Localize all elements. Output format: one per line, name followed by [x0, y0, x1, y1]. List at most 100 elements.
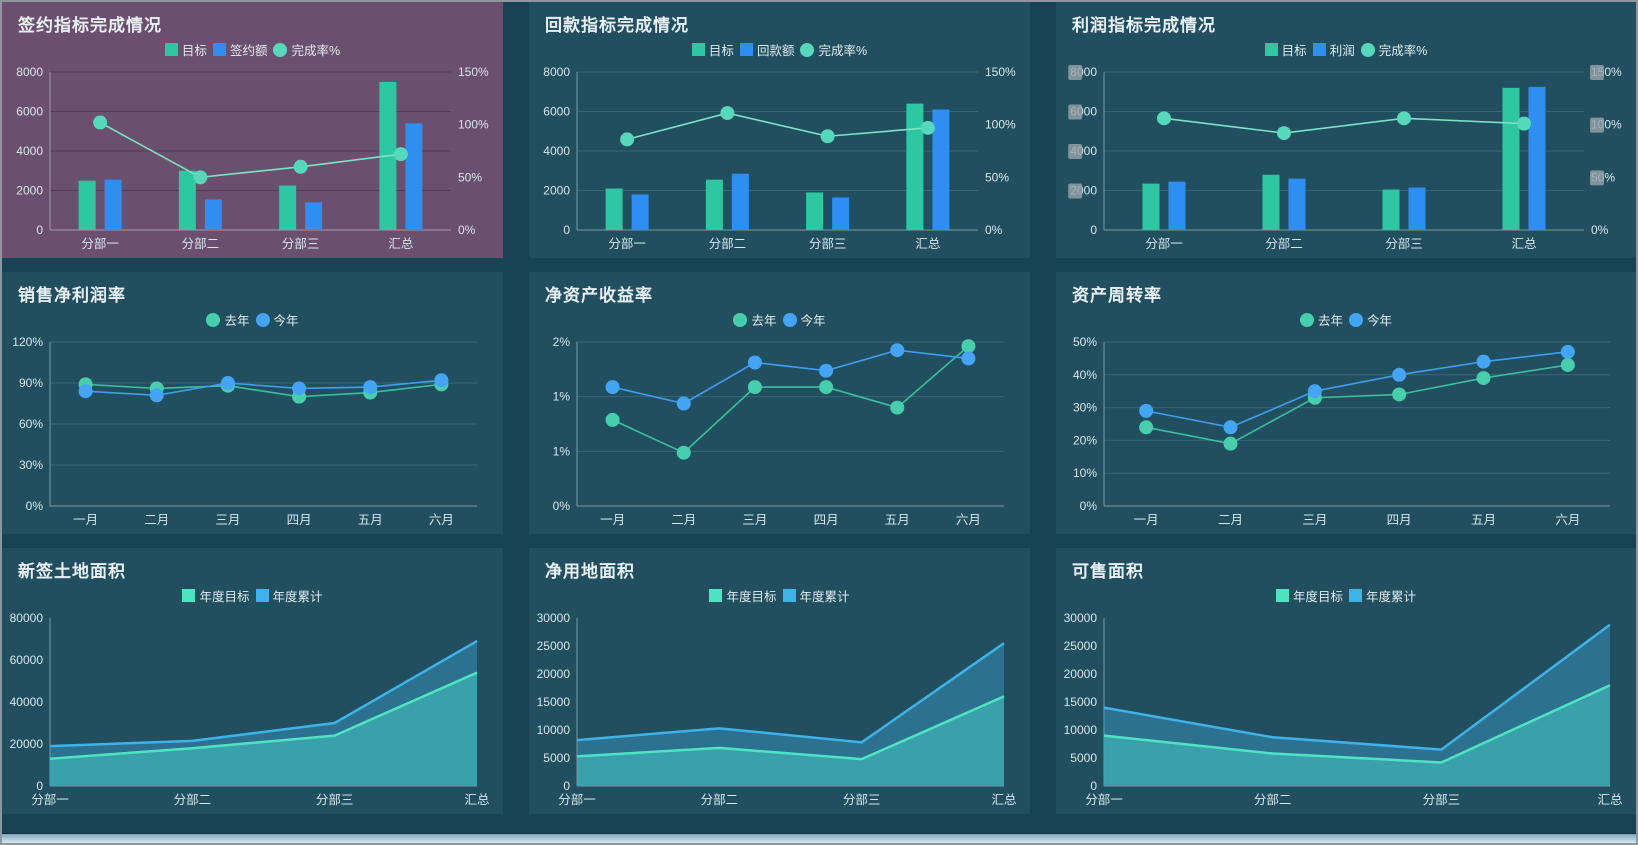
- svg-text:10000: 10000: [1064, 723, 1098, 737]
- legend-label: 目标: [1281, 44, 1307, 58]
- svg-text:一月: 一月: [1134, 513, 1159, 527]
- svg-text:1%: 1%: [553, 444, 571, 458]
- svg-text:0%: 0%: [553, 499, 571, 513]
- legend-item-去年[interactable]: 去年: [1299, 310, 1343, 329]
- bottom-gap: [2, 814, 1636, 833]
- legend-label: 今年: [800, 314, 826, 328]
- svg-text:6000: 6000: [543, 105, 570, 119]
- square-swatch-icon: [691, 43, 705, 56]
- svg-text:二月: 二月: [671, 513, 696, 527]
- circle-swatch-icon: [1299, 312, 1314, 327]
- legend-item-去年[interactable]: 去年: [206, 310, 250, 329]
- legend-item-去年[interactable]: 去年: [733, 310, 777, 329]
- svg-text:40%: 40%: [1073, 368, 1097, 382]
- svg-text:25000: 25000: [1064, 639, 1098, 653]
- circle-swatch-icon: [1360, 42, 1375, 57]
- chart-legend: 目标 回款额 完成率%: [529, 40, 1030, 59]
- legend-item-完成率%[interactable]: 完成率%: [273, 40, 340, 59]
- svg-text:分部二: 分部二: [1265, 236, 1303, 251]
- legend-item-回款额[interactable]: 回款额: [739, 40, 795, 59]
- svg-text:120%: 120%: [12, 335, 43, 349]
- svg-text:25000: 25000: [537, 639, 571, 653]
- svg-text:90%: 90%: [19, 376, 43, 390]
- legend-label: 年度累计: [272, 590, 323, 604]
- svg-text:0: 0: [36, 779, 43, 793]
- chart-legend: 去年 今年: [2, 310, 503, 329]
- taskbar-strip: [2, 833, 1636, 843]
- circle-swatch-icon: [800, 42, 815, 57]
- svg-text:15000: 15000: [537, 695, 571, 709]
- legend-item-年度累计[interactable]: 年度累计: [1349, 586, 1416, 605]
- svg-text:五月: 五月: [358, 513, 383, 527]
- legend-label: 去年: [1317, 314, 1343, 328]
- legend-label: 今年: [273, 314, 299, 328]
- svg-text:四月: 四月: [287, 513, 312, 527]
- square-swatch-icon: [212, 43, 226, 56]
- legend-item-年度目标[interactable]: 年度目标: [709, 586, 777, 605]
- circle-swatch-icon: [782, 312, 797, 327]
- legend-item-完成率%[interactable]: 完成率%: [800, 40, 867, 59]
- svg-text:分部一: 分部一: [558, 792, 596, 807]
- svg-text:4000: 4000: [16, 144, 43, 158]
- chart-legend: 目标 签约额 完成率%: [2, 40, 503, 59]
- square-swatch-icon: [1275, 589, 1289, 602]
- svg-text:20000: 20000: [1064, 667, 1098, 681]
- svg-text:2000: 2000: [543, 184, 570, 198]
- legend-item-年度累计[interactable]: 年度累计: [782, 586, 850, 605]
- panel-return-on-equity: 净资产收益率 去年 今年 2% 1% 1% 0% 一月 二月 三月 四月 五月 六月: [529, 272, 1030, 534]
- legend-item-年度目标[interactable]: 年度目标: [182, 586, 250, 605]
- chart-title: 回款指标完成情况: [545, 16, 689, 35]
- panel-payment-indicator: 回款指标完成情况 目标 回款额 完成率% 8000 6000 4000 2000 0 150%…: [529, 2, 1030, 258]
- square-swatch-icon: [1312, 43, 1326, 56]
- svg-text:0: 0: [1090, 779, 1097, 793]
- svg-text:0%: 0%: [1591, 223, 1609, 237]
- circle-swatch-icon: [1349, 312, 1363, 327]
- svg-text:六月: 六月: [429, 513, 454, 527]
- chart-title: 可售面积: [1072, 562, 1144, 581]
- legend-item-年度目标[interactable]: 年度目标: [1275, 586, 1343, 605]
- line-series-去年: [605, 339, 976, 460]
- legend-item-今年[interactable]: 今年: [782, 310, 826, 329]
- panel-new-signed-land-area: 新签土地面积 年度目标 年度累计 80000 60000 40000 20000 0 分部一…: [2, 548, 503, 814]
- svg-text:三月: 三月: [742, 513, 767, 527]
- legend-label: 回款额: [756, 44, 795, 58]
- svg-text:50%: 50%: [985, 170, 1009, 184]
- legend-item-完成率%[interactable]: 完成率%: [1360, 40, 1427, 59]
- legend-label: 今年: [1367, 314, 1393, 328]
- dashboard-grid: 签约指标完成情况 目标 签约额 完成率% 8000 6000 4000 2000 0 150%…: [2, 2, 1636, 814]
- svg-text:0%: 0%: [985, 223, 1003, 237]
- bar-series-目标: [1142, 87, 1520, 230]
- bar-series-目标: [605, 103, 924, 230]
- bar-series-回款额: [631, 109, 950, 230]
- bar-series-利润: [1168, 86, 1546, 230]
- legend-item-今年[interactable]: 今年: [1349, 310, 1392, 329]
- legend-label: 年度目标: [1292, 590, 1343, 604]
- legend-item-目标[interactable]: 目标: [691, 40, 734, 59]
- svg-text:100%: 100%: [458, 118, 489, 132]
- legend-item-目标[interactable]: 目标: [1264, 40, 1307, 59]
- svg-text:2%: 2%: [553, 335, 571, 349]
- svg-text:2000: 2000: [16, 184, 43, 198]
- svg-text:30000: 30000: [1064, 611, 1098, 625]
- legend-item-利润[interactable]: 利润: [1312, 40, 1355, 59]
- svg-text:分部一: 分部一: [1145, 236, 1183, 251]
- svg-text:60%: 60%: [19, 417, 43, 431]
- svg-text:30000: 30000: [537, 611, 571, 625]
- svg-text:0: 0: [1090, 223, 1097, 237]
- svg-text:汇总: 汇总: [464, 793, 489, 807]
- legend-label: 年度目标: [726, 590, 777, 604]
- legend-item-目标[interactable]: 目标: [164, 40, 207, 59]
- svg-text:5000: 5000: [543, 751, 570, 765]
- svg-text:分部一: 分部一: [608, 236, 646, 251]
- legend-item-签约额[interactable]: 签约额: [212, 40, 267, 59]
- square-swatch-icon: [255, 589, 269, 602]
- square-swatch-icon: [164, 43, 178, 56]
- svg-text:汇总: 汇总: [1511, 237, 1536, 251]
- legend-item-今年[interactable]: 今年: [255, 310, 299, 329]
- chart-svg-payment-indicator: 8000 6000 4000 2000 0 150% 100% 50% 0% 分部一 分部二 分部三 汇…: [543, 65, 1016, 251]
- panel-saleable-area: 可售面积 年度目标 年度累计 30000 25000 20000 15000 10000 5…: [1056, 548, 1636, 814]
- svg-text:一月: 一月: [600, 513, 625, 527]
- svg-text:5000: 5000: [1070, 751, 1097, 765]
- legend-item-年度累计[interactable]: 年度累计: [255, 586, 323, 605]
